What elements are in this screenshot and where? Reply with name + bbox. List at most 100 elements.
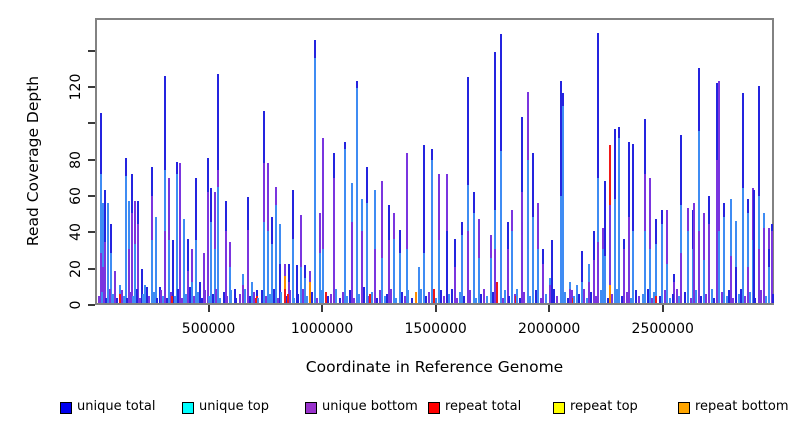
coverage-bar [456,297,459,303]
coverage-bar [597,177,600,303]
coverage-bar [491,292,494,303]
coverage-bar [668,297,671,303]
coverage-bar [499,150,502,303]
coverage-bar [632,143,635,303]
coverage-bar [417,267,420,303]
coverage-bar [608,285,611,303]
coverage-bar [613,199,616,303]
coverage-bar [339,297,341,303]
coverage-bar [301,288,304,303]
coverage-bar [480,294,483,303]
coverage-bar [720,292,723,303]
coverage-bar [573,295,576,303]
coverage-bar [504,290,507,303]
coverage-bar [218,297,221,303]
coverage-bar [502,297,505,303]
coverage-bar [357,294,360,303]
coverage-bar [99,174,102,303]
coverage-bar [407,290,410,303]
coverage-bar [422,145,425,303]
y-tick-mark [88,49,95,52]
coverage-bar [744,295,747,303]
coverage-bar [321,249,324,303]
coverage-bar [385,294,388,303]
coverage-bar [403,295,406,303]
coverage-bar [171,240,174,303]
coverage-bar [297,294,300,303]
y-tick-label: 60 [68,187,84,205]
coverage-bar [190,249,193,303]
coverage-bar [453,267,456,303]
coverage-bar [178,163,181,303]
coverage-bar [152,292,155,303]
x-axis-title: Coordinate in Reference Genome [305,358,564,376]
coverage-bar [185,294,188,303]
coverage-bar [486,295,489,303]
coverage-bar [405,152,408,303]
coverage-bar [209,222,212,303]
coverage-bar [683,292,686,303]
coverage-bar [318,252,321,303]
coverage-bar [365,202,368,303]
coverage-bar [771,294,774,303]
coverage-bar [167,240,170,303]
coverage-bar [194,240,197,303]
coverage-bar [463,295,466,303]
coverage-bar [326,295,329,303]
coverage-bar [445,231,448,303]
coverage-bar [380,181,383,303]
coverage-bar [625,292,628,303]
coverage-bar [710,288,713,303]
coverage-bar [723,217,726,303]
x-tick-mark [548,305,551,312]
coverage-bar [440,290,443,303]
coverage-bar [278,224,281,303]
coverage-bar [602,249,605,303]
coverage-bar [676,288,679,303]
coverage-bar [424,295,427,303]
coverage-bar [655,243,658,303]
coverage-bar [155,217,158,303]
coverage-bar [238,294,241,303]
legend: unique total unique top unique bottom repea… [0,398,792,420]
coverage-bar [550,240,553,303]
coverage-bar [559,80,562,303]
coverage-bar [437,174,440,303]
coverage-bar [559,195,562,303]
coverage-bar [216,186,219,303]
coverage-bar [196,292,199,303]
coverage-bar [590,292,593,303]
coverage-bar [599,290,602,303]
coverage-bar [713,297,716,303]
coverage-bar [514,295,517,303]
coverage-bar [553,288,556,303]
x-tick-label: 1500000 [404,321,467,337]
coverage-bar [211,294,214,303]
coverage-bar [176,174,178,303]
coverage-bar [321,138,324,303]
coverage-bar [680,252,683,303]
coverage-bar [749,292,752,303]
coverage-bar [190,281,193,303]
coverage-bar [637,295,640,303]
coverage-bar [663,290,666,303]
coverage-bar [687,231,690,303]
coverage-bar [666,209,669,303]
coverage-bar [532,217,535,303]
coverage-bar [160,290,163,303]
coverage-bar [615,288,618,303]
coverage-bar [735,267,738,303]
coverage-bar [350,222,353,303]
coverage-bar [563,292,566,303]
coverage-bar [213,249,216,303]
coverage-bar [597,32,600,303]
coverage-bar [472,213,475,303]
coverage-bar [126,297,129,303]
coverage-bar [585,297,588,303]
coverage-bar [758,249,761,303]
coverage-bar [360,231,363,303]
coverage-bar [169,292,172,303]
coverage-bar [575,285,578,303]
coverage-bar [362,286,365,303]
coverage-bar [398,252,401,303]
